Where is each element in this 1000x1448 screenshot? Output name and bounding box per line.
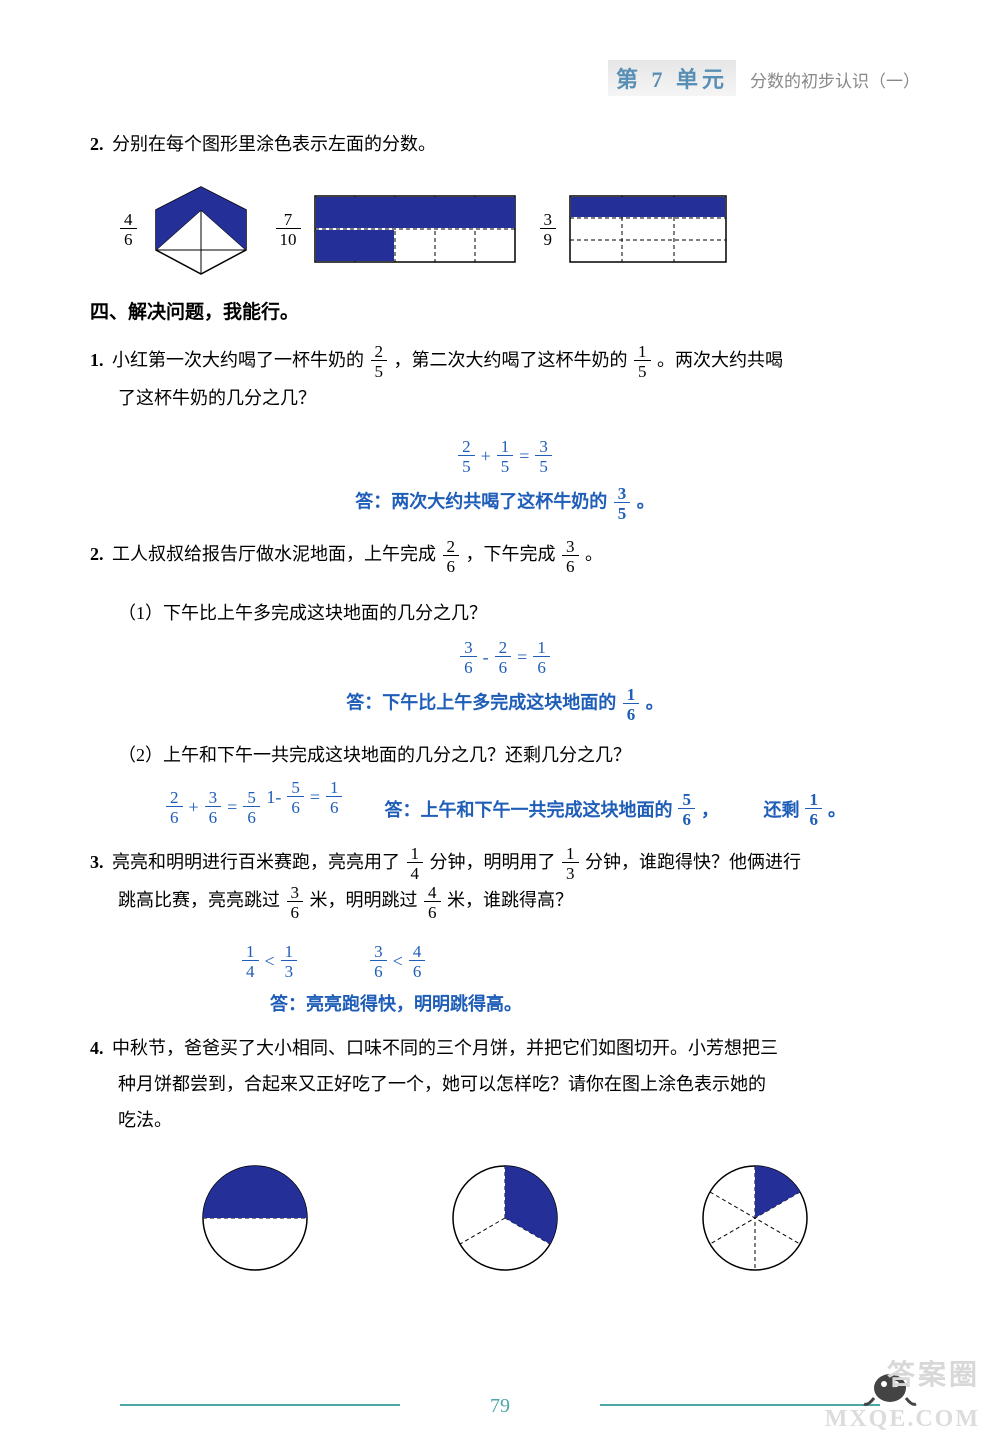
footer-line-left (120, 1404, 400, 1406)
fraction-4-6: 4 6 (120, 211, 137, 248)
fraction-3-9: 3 9 (540, 211, 557, 248)
unit-subtitle: 分数的初步认识（一） (750, 67, 920, 92)
hexagon-icon (149, 182, 254, 277)
shape-rect10-group: 7 10 (274, 194, 518, 266)
p3-answer: 答：亮亮跑得快，明明跳得高。 (90, 990, 920, 1016)
shape-hexagon-group: 4 6 (118, 182, 254, 277)
q2-text: 分别在每个图形里涂色表示左面的分数。 (112, 134, 436, 154)
p2-sub2: （2）上午和下午一共完成这块地面的几分之几？还剩几分之几？ (118, 737, 920, 773)
p2-s1-equation: 36 - 26 = 16 (90, 637, 920, 676)
q2-number: 2. (90, 126, 104, 162)
shape-rect9-group: 3 9 (538, 194, 729, 266)
problem-3: 3. 亮亮和明明进行百米赛跑，亮亮用了 14 分钟，明明用了 13 分钟，谁跑得… (90, 844, 920, 921)
p2-sub1: （1）下午比上午多完成这块地面的几分之几？ (118, 595, 920, 631)
section-4-title: 四、解决问题，我能行。 (90, 297, 920, 324)
circle-half-icon (195, 1158, 315, 1278)
page-number: 79 (490, 1395, 510, 1418)
unit-title: 第 7 单元 (608, 60, 736, 96)
watermark-en: MXQE.COM (825, 1406, 980, 1433)
p2-s1-answer: 答：下午比上午多完成这块地面的 16 。 (90, 686, 920, 723)
watermark-cn: 答案圈 (887, 1353, 980, 1393)
p1-equation: 25 + 15 = 35 (90, 436, 920, 475)
unit-header: 第 7 单元 分数的初步认识（一） (90, 60, 920, 96)
q2-shapes: 4 6 7 10 (118, 182, 920, 277)
circle-third-icon (445, 1158, 565, 1278)
p3-equations: 14 < 13 36 < 46 (90, 941, 920, 980)
problem-4: 4. 中秋节，爸爸买了大小相同、口味不同的三个月饼，并把它们如图切开。小芳想把三… (90, 1030, 920, 1138)
rect9-icon (568, 194, 728, 266)
problem-2: 2. 工人叔叔给报告厅做水泥地面，上午完成 26 ，下午完成 36 。 (90, 536, 920, 574)
p2-s2-equations: 26 + 36 = 56 1- 56 = 16 答：上午和下午一共完成这块地面的… (90, 779, 920, 834)
question-2: 2. 分别在每个图形里涂色表示左面的分数。 (90, 126, 920, 162)
p4-circles (130, 1158, 880, 1278)
fraction-7-10: 7 10 (276, 211, 301, 248)
p1-answer: 答：两次大约共喝了这杯牛奶的 35 。 (90, 485, 920, 522)
circle-sixth-icon (695, 1158, 815, 1278)
problem-1: 1. 小红第一次大约喝了一杯牛奶的 25 ，第二次大约喝了这杯牛奶的 15 。两… (90, 342, 920, 416)
rect10-icon (313, 194, 518, 266)
